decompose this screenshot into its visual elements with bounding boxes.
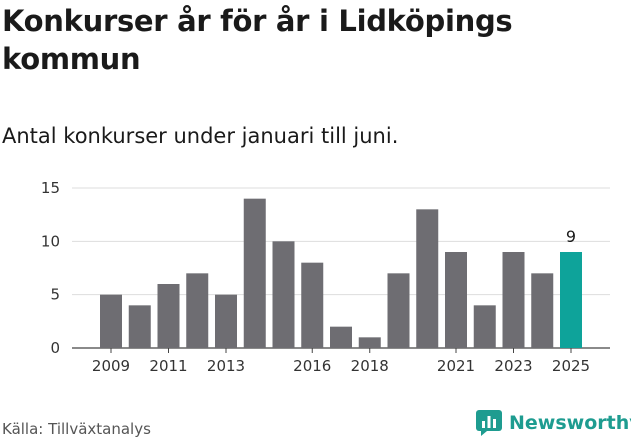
bar-2017 bbox=[330, 326, 352, 348]
bar-2010 bbox=[128, 305, 151, 348]
y-axis-ticks: 0 5 10 15 bbox=[41, 179, 60, 357]
bar-2011 bbox=[157, 284, 180, 348]
x-tick-label: 2023 bbox=[494, 357, 532, 375]
x-tick-label: 2009 bbox=[92, 357, 130, 375]
bar-2024 bbox=[531, 273, 554, 348]
newsworthy-logo: Newsworthy bbox=[476, 408, 631, 438]
x-tick-label: 2013 bbox=[207, 357, 245, 375]
y-tick-label: 10 bbox=[41, 232, 60, 250]
bar-2014 bbox=[243, 198, 266, 348]
bar-2020 bbox=[416, 209, 439, 348]
bars bbox=[100, 198, 582, 348]
bar-2013 bbox=[215, 294, 237, 348]
newsworthy-logo-icon bbox=[476, 410, 502, 436]
bar-2019 bbox=[387, 273, 410, 348]
x-tick-label: 2021 bbox=[437, 357, 475, 375]
bar-chart: 9 0 5 10 15 2009 2011 2013 2016 2018 2021 2023 202… bbox=[41, 179, 610, 375]
chart-title: Konkurser år för år i Lidköpings kommun bbox=[2, 4, 513, 76]
x-tick-label: 2016 bbox=[293, 357, 331, 375]
data-label-2025: 9 bbox=[566, 227, 576, 246]
y-tick-label: 0 bbox=[50, 339, 60, 357]
gridlines bbox=[72, 187, 610, 349]
y-tick-label: 5 bbox=[50, 286, 60, 304]
bar-2015 bbox=[272, 241, 295, 348]
bar-2021 bbox=[445, 252, 467, 348]
chart-subtitle: Antal konkurser under januari till juni. bbox=[2, 124, 399, 148]
x-tick-label: 2025 bbox=[552, 357, 590, 375]
data-labels: 9 bbox=[566, 227, 576, 246]
x-tick-label: 2011 bbox=[149, 357, 187, 375]
source-note: Källa: Tillväxtanalys bbox=[2, 420, 151, 438]
bar-2022 bbox=[473, 305, 496, 348]
bar-2012 bbox=[186, 273, 209, 348]
bar-2025 bbox=[560, 252, 582, 348]
bar-2018 bbox=[358, 337, 381, 348]
bar-2009 bbox=[100, 294, 122, 348]
x-tick-label: 2018 bbox=[351, 357, 389, 375]
bar-2023 bbox=[502, 252, 525, 348]
brand-name: Newsworthy bbox=[509, 412, 631, 434]
y-tick-label: 15 bbox=[41, 179, 60, 197]
bar-2016 bbox=[301, 262, 324, 348]
x-axis-ticks: 2009 2011 2013 2016 2018 2021 2023 2025 bbox=[92, 348, 590, 375]
